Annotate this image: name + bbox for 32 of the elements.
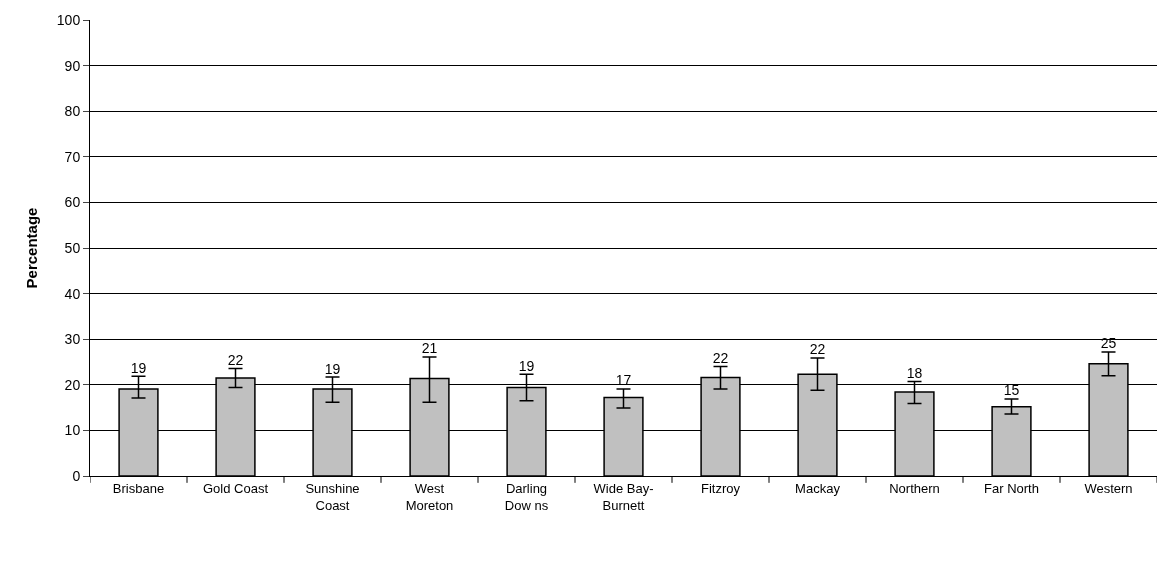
data-label: 22 [809,341,826,358]
x-tick-label: Sunshine Coast [305,480,360,513]
y-tick-label: 100 [56,11,81,28]
y-tick-label: 60 [64,194,81,211]
data-label: 18 [906,365,923,382]
x-tick-label: Wide Bay-Burnett [593,480,654,513]
y-tick-label: 40 [64,285,81,302]
data-label: 19 [518,357,535,374]
y-tick-label: 70 [64,148,81,165]
x-tick-label: Darling Dow ns [504,480,549,513]
x-tick-label: Western [1084,480,1133,496]
x-tick-label: Brisbane [112,480,165,496]
data-label: 15 [1003,382,1020,399]
y-tick-label: 20 [64,376,81,393]
x-tick-label: Far North [984,480,1039,496]
y-tick-label: 80 [64,103,81,120]
x-tick-label: Northern [889,480,940,496]
y-axis-title: Percentage [23,207,41,289]
data-label: 22 [227,351,244,368]
x-tick-label: Mackay [795,480,841,496]
y-tick-label: 50 [64,239,81,256]
y-tick-label: 0 [72,467,81,484]
data-label: 21 [421,340,438,357]
y-tick-label: 10 [64,422,81,439]
x-tick-label: Gold Coast [202,480,269,496]
x-tick-label: Fitzroy [701,480,741,496]
data-label: 22 [712,350,729,367]
x-tick-label: West Moreton [405,480,454,513]
y-tick-label: 30 [64,331,81,348]
y-tick-label: 90 [64,57,81,74]
data-label: 19 [324,360,341,377]
data-label: 19 [130,359,147,376]
